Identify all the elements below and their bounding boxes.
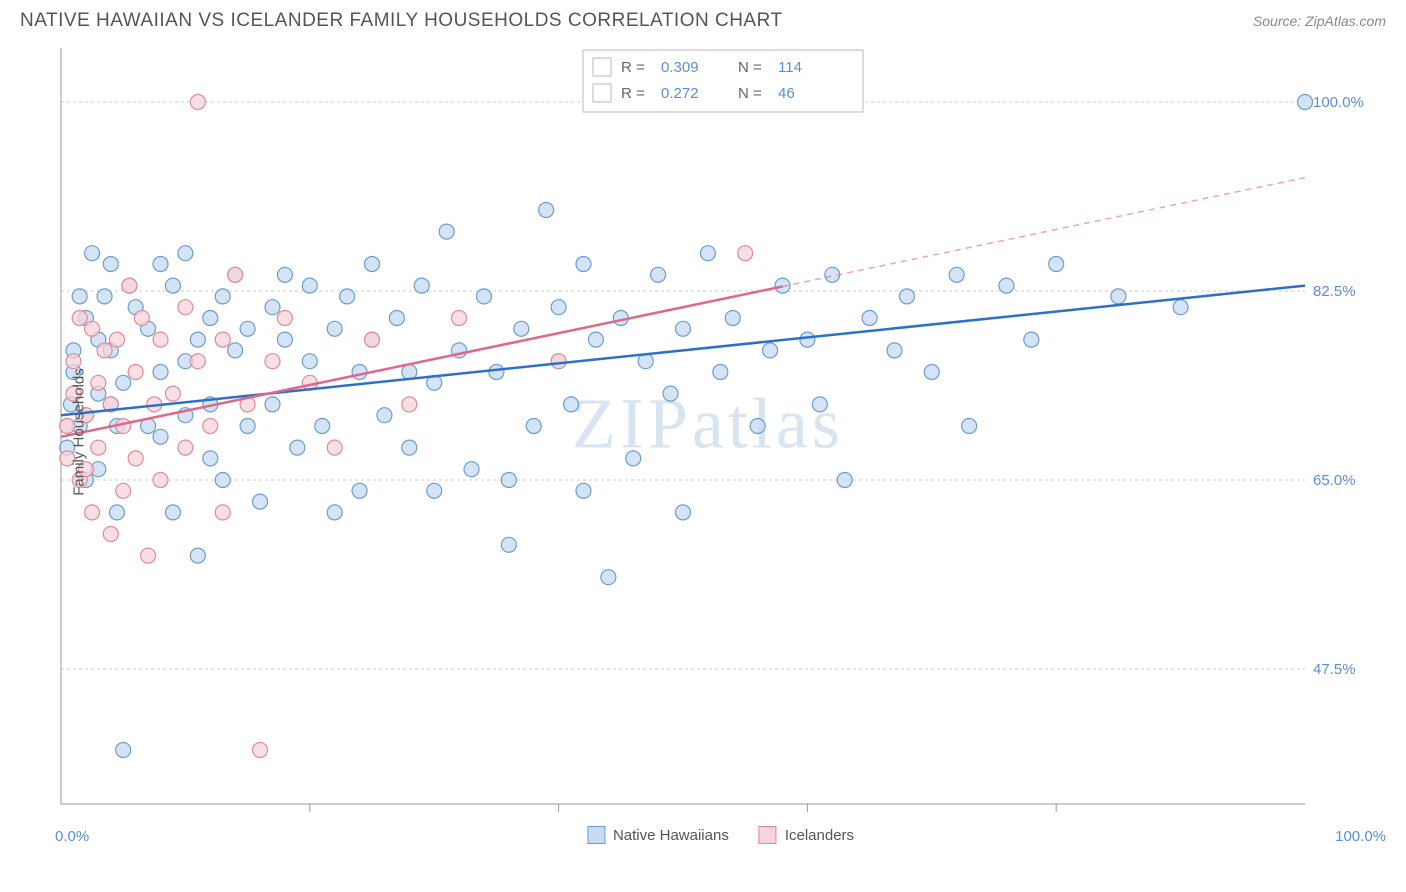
svg-text:46: 46 [778,85,795,102]
svg-text:82.5%: 82.5% [1313,283,1356,300]
legend-swatch [759,826,777,844]
svg-text:R =: R = [621,59,645,76]
svg-text:114: 114 [778,59,802,76]
chart-title: NATIVE HAWAIIAN VS ICELANDER FAMILY HOUS… [20,10,783,32]
x-tick-right: 100.0% [1335,828,1386,845]
chart-container: Family Households 47.5% 65.0% 82.5% 100.0% Z… [55,42,1386,822]
svg-text:65.0%: 65.0% [1313,472,1356,489]
legend-item: Icelanders [759,826,854,844]
svg-text:0.272: 0.272 [661,85,699,102]
svg-text:ZIPatlas: ZIPatlas [572,384,844,464]
svg-text:47.5%: 47.5% [1313,661,1356,678]
legend-label: Icelanders [785,827,854,844]
svg-text:100.0%: 100.0% [1313,94,1364,111]
x-tick-left: 0.0% [55,828,89,845]
svg-text:0.309: 0.309 [661,59,699,76]
svg-text:N =: N = [738,59,762,76]
y-axis-label: Family Households [70,368,87,496]
scatter-chart: 47.5% 65.0% 82.5% 100.0% ZIPatlas R = 0.309 N =… [55,42,1375,822]
bottom-legend: 0.0% 100.0% Native Hawaiians Icelanders [55,822,1386,852]
svg-text:R =: R = [621,85,645,102]
legend-item: Native Hawaiians [587,826,729,844]
source-label: Source: ZipAtlas.com [1253,13,1386,29]
legend-swatch [587,826,605,844]
legend-label: Native Hawaiians [613,827,729,844]
svg-text:N =: N = [738,85,762,102]
